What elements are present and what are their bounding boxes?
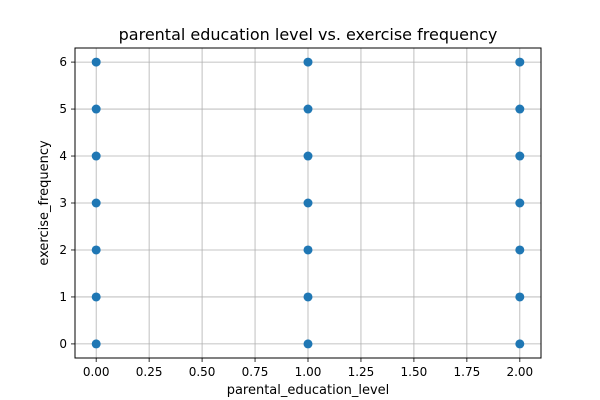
y-axis-ticks: 0 1 2 3 4 5 6 (59, 55, 75, 351)
x-tick-label: 0.75 (242, 365, 269, 379)
data-point (515, 198, 525, 208)
y-tick-label: 6 (59, 55, 67, 69)
data-point (91, 151, 101, 161)
data-point (303, 151, 313, 161)
x-axis-label: parental_education_level (227, 383, 390, 398)
data-points (91, 57, 525, 349)
data-point (91, 292, 101, 302)
data-point (303, 198, 313, 208)
x-tick-label: 1.00 (295, 365, 322, 379)
data-point (91, 339, 101, 349)
x-tick-label: 0.50 (189, 365, 216, 379)
x-axis-ticks: 0.00 0.25 0.50 0.75 1.00 1.25 1.50 1.75 2.00 (83, 358, 533, 379)
data-point (91, 245, 101, 255)
data-point (515, 339, 525, 349)
data-point (303, 339, 313, 349)
data-point (91, 104, 101, 114)
y-tick-label: 1 (59, 290, 67, 304)
data-point (515, 292, 525, 302)
data-point (303, 104, 313, 114)
data-point (515, 57, 525, 67)
x-tick-label: 1.75 (454, 365, 481, 379)
data-point (91, 198, 101, 208)
data-point (303, 57, 313, 67)
data-point (515, 245, 525, 255)
y-axis-label: exercise_frequency (37, 140, 52, 266)
x-tick-label: 1.25 (348, 365, 375, 379)
y-tick-label: 4 (59, 149, 67, 163)
x-tick-label: 0.25 (136, 365, 163, 379)
data-point (515, 104, 525, 114)
y-tick-label: 5 (59, 102, 67, 116)
x-tick-label: 0.00 (83, 365, 110, 379)
chart-title: parental education level vs. exercise fr… (119, 25, 498, 44)
y-tick-label: 0 (59, 337, 67, 351)
data-point (303, 292, 313, 302)
y-tick-label: 3 (59, 196, 67, 210)
y-tick-label: 2 (59, 243, 67, 257)
data-point (515, 151, 525, 161)
data-point (91, 57, 101, 67)
x-tick-label: 1.50 (401, 365, 428, 379)
x-tick-label: 2.00 (506, 365, 533, 379)
data-point (303, 245, 313, 255)
